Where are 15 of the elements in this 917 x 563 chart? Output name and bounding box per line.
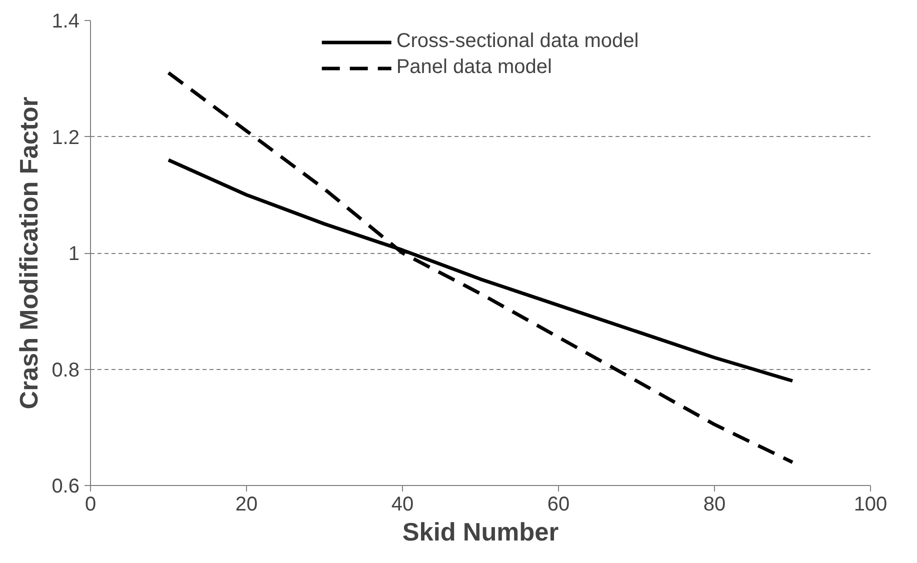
x-tick-label: 60 [547, 494, 570, 516]
legend-label: Cross-sectional data model [396, 30, 639, 53]
x-axis-title: Skid Number [402, 518, 559, 546]
y-tick-label: 0.6 [52, 476, 80, 498]
y-tick-label: 1.2 [52, 126, 80, 149]
y-tick-label: 1 [68, 243, 80, 265]
x-tick-label: 100 [854, 494, 888, 516]
legend-label: Panel data model [396, 56, 552, 79]
y-tick-label: 0.8 [52, 359, 80, 382]
x-tick-label: 40 [391, 494, 414, 516]
x-tick-label: 0 [84, 494, 96, 516]
y-axis-title: Crash Modification Factor [16, 96, 44, 410]
x-tick-label: 80 [703, 494, 726, 516]
x-tick-label: 20 [235, 494, 258, 516]
y-tick-label: 1.4 [52, 10, 80, 32]
